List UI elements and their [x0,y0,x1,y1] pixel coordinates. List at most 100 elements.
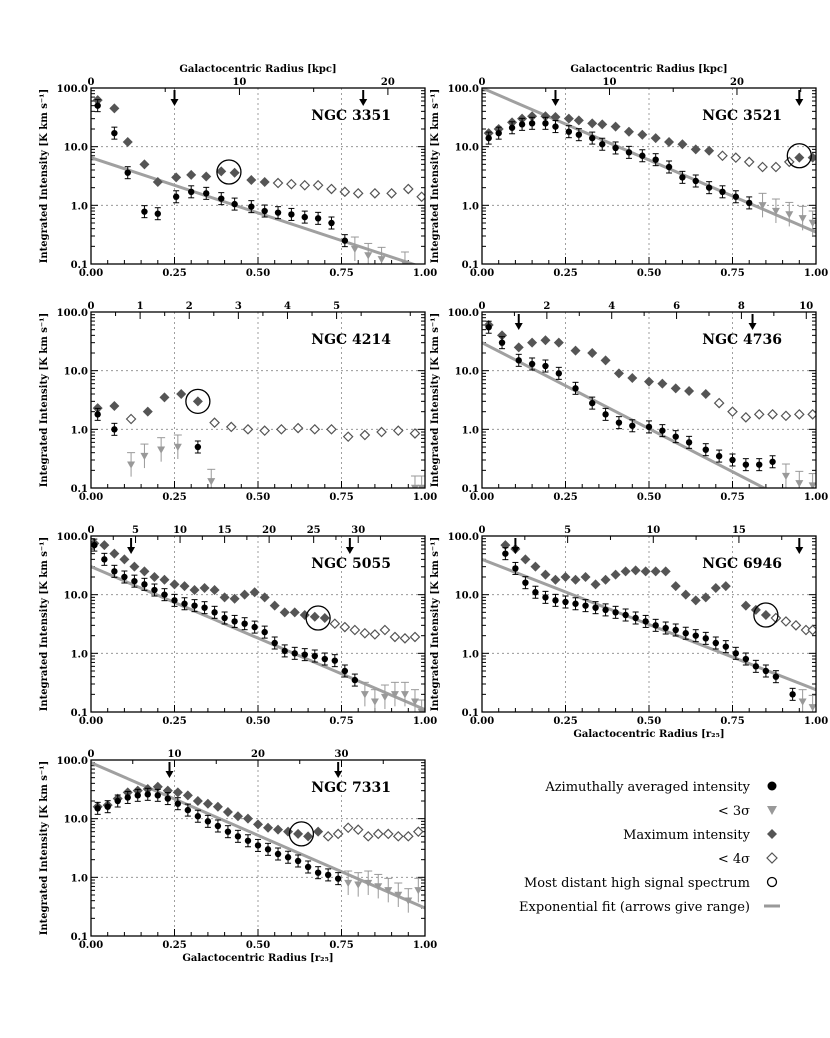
max-point [700,592,711,603]
max-point [660,566,671,577]
kpc-tick-label: 20 [730,77,744,88]
max-point [169,579,180,590]
avg-upper-point [417,484,425,488]
avg-point [241,620,248,627]
avg-point [615,419,623,426]
x-tick-label: 0.25 [553,492,577,503]
max-upper-point [352,188,364,199]
max-upper-point [359,429,371,441]
avg-point [639,152,646,159]
kpc-tick-label: 10 [799,301,813,312]
avg-point [742,461,750,468]
avg-upper-point [795,480,804,488]
max-point [202,798,213,809]
max-point [159,574,170,585]
panel-frame [90,759,426,937]
legend-symbol [767,781,777,791]
max-upper-point [753,409,765,420]
avg-point [91,541,98,549]
kpc-tick-label: 8 [738,301,745,312]
avg-point [114,797,121,805]
y-tick-label: 100.0 [448,308,479,319]
max-upper-point [713,397,725,409]
max-point [319,613,330,624]
kpc-tick-label: 2 [186,301,193,312]
max-upper-point [322,830,334,842]
avg-upper-point [404,897,413,905]
avg-point [652,622,659,629]
max-point [710,582,721,593]
max-upper-point [326,423,337,435]
panel-ngc-4736: 100.0 10.0 1.0 0.10.00 0.25 0.50 0.75 1.00 0 2 4 6 8… [430,301,828,503]
avg-point [665,163,673,171]
avg-point [194,813,202,820]
max-point [139,159,150,170]
avg-point [682,630,689,637]
y-tick-label: 1.0 [71,201,88,212]
max-point [172,787,183,798]
max-point [700,389,711,400]
panel-ngc-7331: 100.0 10.0 1.0 0.10.00 0.25 0.50 0.75 1.00 0 10 20… [39,749,437,964]
grid [482,88,816,264]
avg-point [274,209,282,216]
x-tick-label: 0.25 [553,268,577,279]
max-upper-point [790,619,802,631]
max-point [122,137,133,148]
avg-upper-point [350,245,359,254]
max-point [740,600,751,611]
max-point [620,566,631,577]
avg-point [341,237,349,244]
max-upper-point [369,188,381,199]
avg-upper-point [785,211,794,219]
top-axis-title: Galactocentric Radius [kpc] [179,64,336,75]
max-upper-point [372,828,384,840]
avg-point [622,611,629,619]
avg-upper-point [414,887,423,895]
max-point [159,392,170,403]
avg-upper-point [370,698,379,706]
max-point [129,561,140,572]
legend-item: Maximum intensity [623,828,777,843]
max-point [293,828,304,839]
max-point [229,593,240,604]
max-point [279,607,290,618]
avg-point [672,433,679,440]
x-tick-label: 0.75 [329,268,353,279]
max-point [182,790,193,801]
plot-area [482,320,816,488]
avg-upper-point [173,443,182,451]
y-tick-label: 100.0 [57,308,88,319]
avg-point [542,362,549,370]
y-tick-label: 0.1 [71,484,88,495]
x-tick-label: 0.00 [470,268,494,279]
top-axis-title: Galactocentric Radius [kpc] [570,64,727,75]
grid [482,536,816,712]
y-tick-label: 100.0 [57,532,88,543]
avg-point [515,357,522,364]
avg-upper-point [364,252,373,260]
max-upper-point [286,178,297,190]
avg-point [164,795,172,802]
max-point [670,383,681,394]
plot-area [92,388,425,488]
max-upper-point [332,828,344,840]
max-point [513,342,524,353]
avg-point [94,411,101,418]
max-point [527,337,538,348]
avg-point [204,818,212,825]
x-tick-label: 1.00 [413,716,437,727]
max-upper-point [225,421,237,433]
y-tick-label: 1.0 [462,201,479,212]
avg-point [552,597,559,604]
max-upper-point [780,410,792,422]
avg-point [111,129,118,137]
max-point [313,826,324,837]
max-upper-point [793,409,805,420]
x-tick-label: 1.00 [413,940,437,951]
avg-point [104,803,111,810]
max-upper-point [292,422,304,434]
panel-title: NGC 4736 [702,332,782,348]
avg-point [211,609,218,616]
max-point [142,406,153,417]
